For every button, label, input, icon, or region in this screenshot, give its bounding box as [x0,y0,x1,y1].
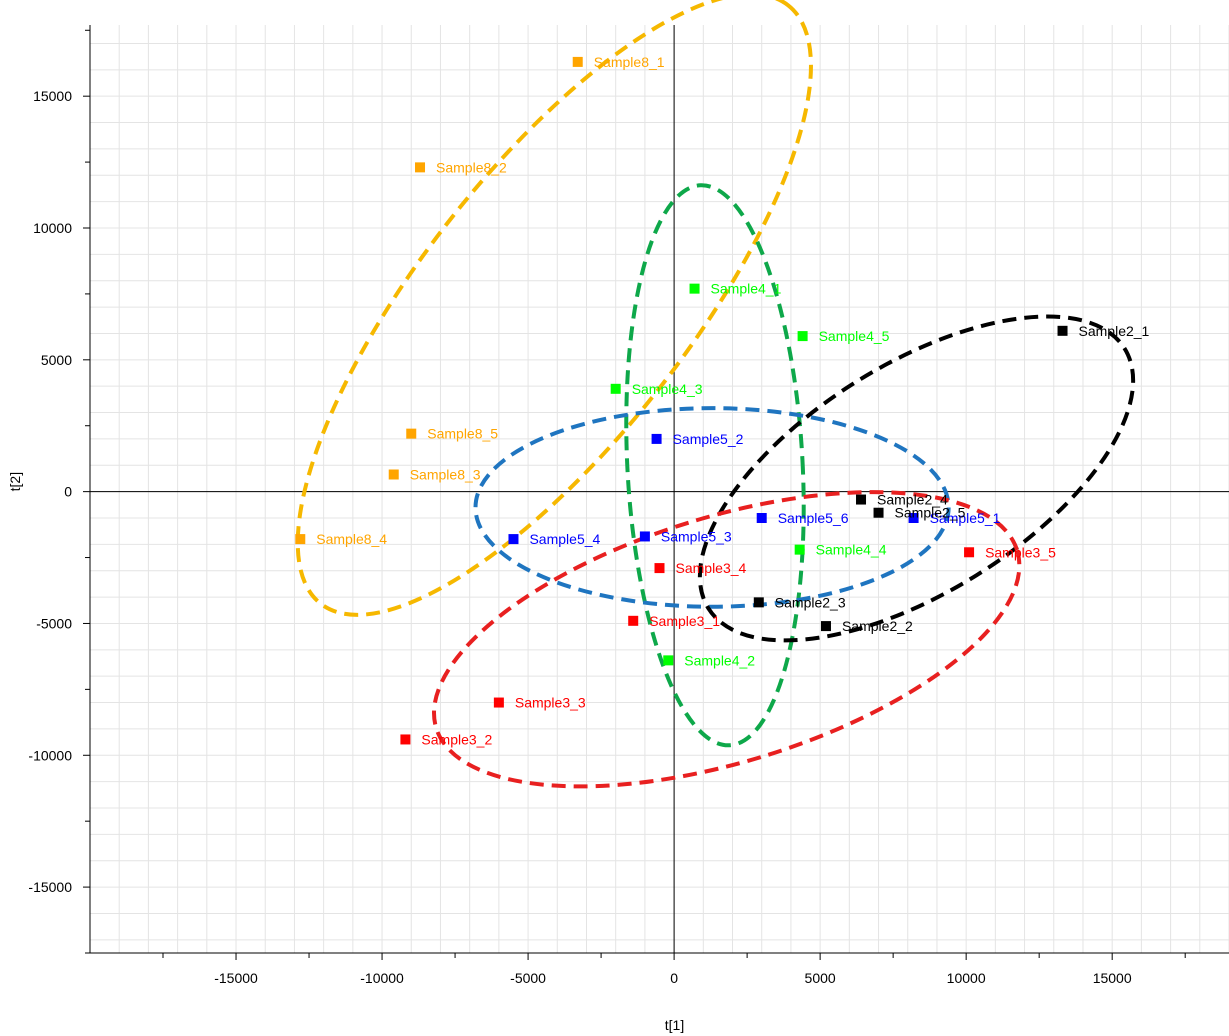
data-points [295,56,1068,745]
y-tick-label: -15000 [28,879,72,895]
group-ellipse [295,0,813,617]
group-ellipse [624,183,806,748]
data-point [797,331,808,342]
grid [89,25,1229,953]
point-label: Sample2_5 [895,505,966,521]
point-label: Sample8_3 [410,467,481,483]
point-label: Sample3_4 [676,560,747,576]
point-label: Sample4_4 [816,542,887,558]
data-point [856,494,867,505]
data-point [400,734,411,745]
point-label: Sample4_1 [711,281,782,297]
confidence-ellipses [295,0,1136,789]
x-tick-label: 15000 [1093,970,1132,986]
data-point [493,697,504,708]
point-label: Sample4_3 [632,381,703,397]
point-label: Sample5_4 [529,531,600,547]
data-point [794,544,805,555]
point-label: Sample3_5 [985,544,1056,560]
data-point [651,433,662,444]
y-tick-label: 5000 [41,352,72,368]
data-point [628,615,639,626]
point-label: Sample3_1 [649,613,720,629]
x-tick-label: -15000 [214,970,258,986]
y-axis-title: t[2] [7,472,23,491]
data-point [572,56,583,67]
point-label: Sample4_5 [819,328,890,344]
x-tick-label: 10000 [947,970,986,986]
point-label: Sample4_2 [684,652,755,668]
y-tick-label: 15000 [33,88,72,104]
x-tick-label: 5000 [805,970,836,986]
point-label: Sample2_3 [775,594,846,610]
data-point [1057,325,1068,336]
data-point [756,513,767,523]
data-point [820,621,831,632]
data-point [964,547,975,558]
data-point [415,162,426,173]
y-tick-label: 10000 [33,220,72,236]
point-labels: Sample8_1 Sample8_2 Sample8_5 Sample8_3 Samp… [316,54,1149,748]
point-label: Sample3_2 [421,731,492,747]
y-tick-label: -5000 [36,615,72,631]
x-tick-label: -10000 [360,970,404,986]
point-label: Sample8_5 [427,426,498,442]
data-point [753,597,764,608]
data-point [406,428,417,439]
x-axis-title: t[1] [665,1017,684,1033]
data-point [908,513,919,523]
group-ellipse [473,406,951,609]
x-tick-label: 0 [670,970,678,986]
point-label: Sample5_1 [930,510,1001,526]
data-point [654,563,665,574]
point-label: Sample8_4 [316,531,387,547]
axes: -15000 -10000 -5000 0 5000 10000 15000 -15000 -1… [28,25,1229,986]
x-tick-label: -5000 [510,970,546,986]
point-label: Sample8_1 [594,54,665,70]
y-tick-label: -10000 [28,747,72,763]
point-label: Sample8_2 [436,159,507,175]
point-label: Sample2_4 [877,492,948,508]
group-ellipse [697,314,1136,643]
y-tick-label: 0 [64,484,72,500]
point-label: Sample5_6 [778,510,849,526]
data-point [508,534,519,545]
data-point [639,531,650,542]
data-point [388,469,399,480]
point-label: Sample2_1 [1079,323,1150,339]
point-label: Sample2_2 [842,618,913,634]
data-point [663,655,674,666]
group-ellipse [432,490,1022,789]
data-point [873,507,884,518]
point-label: Sample3_3 [515,695,586,711]
point-label: Sample5_3 [661,528,732,544]
data-point [689,283,700,294]
data-point [295,534,306,545]
point-label: Sample5_2 [673,431,744,447]
data-point [610,383,621,394]
